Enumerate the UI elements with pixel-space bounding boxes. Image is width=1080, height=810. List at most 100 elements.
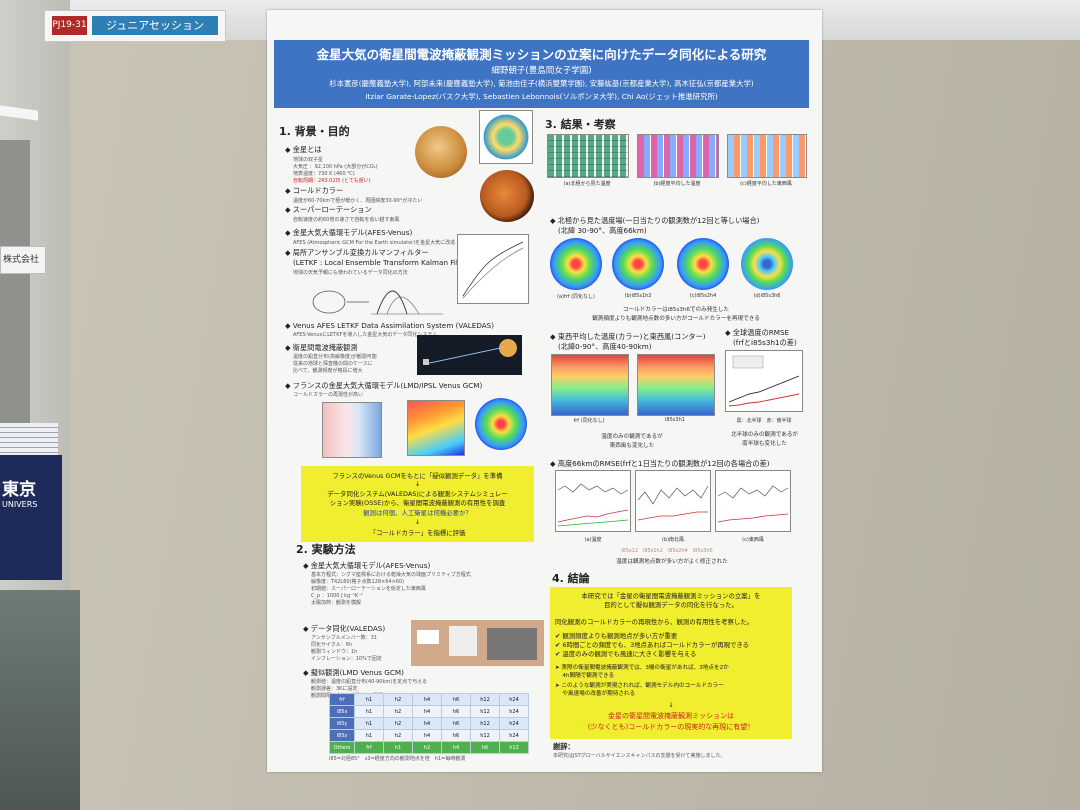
purpose-arrow-2: ↓: [414, 518, 421, 526]
s1-venus-sub-3: 地表温度：730 K (460 ℃): [293, 171, 355, 177]
s2-valedas-sub-2: 同化サイクル：6h: [311, 642, 353, 648]
table-cell: h12: [470, 717, 500, 730]
caption-top-b: (b)経度平均した温度: [653, 181, 701, 187]
s2-valedas-sub-1: アンサンブルメンバー数：31: [311, 635, 378, 641]
table-cell: h2: [383, 705, 413, 718]
s3-polar-range: (北緯 30-90°、高度66km): [558, 226, 647, 235]
section-4-heading: 4. 結論: [552, 572, 590, 585]
s3-finding-1: コールドカラーはi85s3h6でのみ発生した: [622, 307, 730, 313]
s3-rmse-finding-2: 南半球も変化した: [742, 441, 787, 447]
table-cell: h6: [470, 741, 500, 754]
s1-cold-collar-sub: 温度が60-70kmで極が暖かく、周囲緯度30-90°が冷たい: [293, 198, 423, 204]
s1-venus-sub-4: 自転周期：243.02日 (とても遅い): [293, 178, 371, 184]
stacked-books: [0, 423, 58, 459]
table-banner-sub: UNIVERS: [2, 500, 38, 509]
rmse-legend: 黒：北半球 赤：南半球: [736, 418, 792, 424]
s3-rmse-range: (frfとi85s3h1の差): [733, 338, 797, 347]
s1-lmd-sub: コールドカラーの再現性が高い: [293, 392, 364, 398]
table-cell: h4: [412, 693, 442, 706]
concl-arrow-1b: 4h間隔で観測できる: [555, 673, 615, 679]
s1-bullet-lmd-gcm: ◆ フランスの金星大気大循環モデル(LMD/IPSL Venus GCM): [285, 381, 483, 390]
poster-header: 金星大気の衛星間電波掩蔽観測ミッションの立案に向けたデータ同化による研究 細野朝…: [274, 40, 809, 108]
table-cell: h4: [412, 729, 442, 742]
zonal-section-i85s3h1: [637, 354, 715, 416]
rmse66-legend: i85s12 i85s1h2 i85s2h4 i85s3h6: [621, 548, 713, 554]
table-cell: h2: [383, 717, 413, 730]
table-cell: i85s: [329, 705, 355, 718]
rmse-line-plot: [725, 350, 803, 412]
table-cell: h6: [441, 717, 471, 730]
s2-afes-sub-1: 基本方程式：シグマ座標系における乾燥大気の球面プリミティブ方程式: [311, 572, 471, 578]
table-cell: h12: [499, 741, 529, 754]
venus-infrared-photo: [480, 170, 534, 222]
s3-bullet-rmse: ◆ 全球温度のRMSE: [725, 328, 790, 337]
table-cell: h1: [354, 717, 384, 730]
lmd-temperature-section: [322, 402, 382, 458]
table-row: i85y h1 h2 h4 h6 h12 h24: [329, 717, 529, 730]
s3-zonal-finding-1: 温度のみの観測であるが: [601, 434, 663, 440]
table-cell: h2: [412, 741, 442, 754]
polar-map-i85s2h4: [677, 238, 729, 290]
poster: 金星大気の衛星間電波掩蔽観測ミッションの立案に向けたデータ同化による研究 細野朝…: [267, 10, 822, 772]
caption-mid-c: (c)i85s2h4: [689, 293, 717, 299]
poster-title: 金星大気の衛星間電波掩蔽観測ミッションの立案に向けたデータ同化による研究: [316, 47, 767, 62]
valedas-flow-diagram: [411, 620, 544, 666]
s1-bullet-cold-collar: ◆ コールドカラー: [285, 186, 344, 195]
polar-map-frf: [550, 238, 602, 290]
s1-occultation-sub-3: 比べて、観測頻度が格段に増大: [293, 368, 363, 374]
lmd-wind-section: [407, 400, 465, 456]
section-1-heading: 1. 背景・目的: [279, 125, 350, 138]
s1-bullet-venus: ◆ 金星とは: [285, 145, 322, 154]
s1-bullet-valedas: ◆ Venus AFES LETKF Data Assimilation Sys…: [285, 321, 495, 330]
concl-arrow-1a: ➤ 実際の衛星間電波掩蔽観測では、3機の衛星があれば、3地点を2か: [555, 665, 729, 671]
kalman-filter-diagram: [312, 290, 443, 315]
table-cell: h1: [354, 693, 384, 706]
table-row: i85z h1 h2 h4 h6 h12 h24: [329, 729, 529, 742]
s2-bullet-pseudo-obs: ◆ 擬似観測(LMD Venus GCM): [303, 668, 404, 677]
kalman-scatter-plot: [457, 234, 529, 304]
caption-mid-b: (b)i85s1h2: [624, 293, 652, 299]
s1-letkf-sub: 地球の天気予報にも使われているデータ同化の方法: [293, 270, 408, 276]
thanks-text: 本研究はJSTグローバルサイエンスキャンパスの支援を受けて実施しました。: [553, 753, 726, 759]
lmd-polar-temperature-map: [475, 398, 527, 450]
s3-zonal-finding-2: 東西風も変化した: [609, 443, 655, 449]
session-name: ジュニアセッション: [92, 16, 218, 35]
table-cell: h1: [383, 741, 413, 754]
rmse66-temperature-plot: [555, 470, 631, 532]
table-cell: h1: [354, 729, 384, 742]
table-note: i85=北極85° s3=経度方向の観測地点を倍 h1=毎時観測: [329, 756, 466, 762]
caption-bot-b: (b)南北風: [661, 537, 685, 543]
s3-bullet-rmse66: ◆ 高度66kmのRMSE(frfと1日当たりの観測数が12回の各場合の差): [550, 459, 770, 468]
caption-mid-d: (d)i85s3h6: [753, 293, 781, 299]
s2-afes-sub-2: 解像度：T42L60(格子点数128×64×60): [311, 579, 405, 585]
concl-final-2: (少なくとも)コールドカラーの現実的な再現に有望！: [587, 723, 755, 731]
table-cell: h24: [499, 693, 529, 706]
s1-bullet-afes: ◆ 金星大気大循環モデル(AFES-Venus): [285, 228, 413, 237]
table-cell: h1: [354, 705, 384, 718]
thanks-title: 謝辞：: [553, 742, 575, 751]
occultation-diagram: [417, 335, 522, 375]
s3-bullet-polar: ◆ 北極から見た温度場(一日当たりの観測数が12回と等しい場合): [550, 216, 760, 225]
purpose-line-1: フランスのVenus GCMをもとに「疑似観測データ」を準備: [332, 472, 503, 480]
session-label: PJ19-31 ジュニアセッション: [44, 10, 226, 42]
caption-zonal-frf: frf (同化なし): [573, 418, 605, 424]
table-cell: Others: [329, 741, 355, 754]
concl-line-1: 本研究では「金星の衛星間電波掩蔽観測ミッションの立案」を: [581, 592, 761, 600]
concl-check-2: ✔ 6時間ごとの頻度でも、3地点あればコールドカラーが再現できる: [555, 641, 750, 649]
author-line-2: 杉本憲彦(慶應義塾大学), 阿部未来(慶應義塾大学), 菊池由佳子(横浜雙葉学園…: [329, 79, 754, 88]
concl-line-2: 目的として擬似観測データの同化を行なった。: [603, 601, 738, 609]
table-cell: h2: [383, 729, 413, 742]
caption-top-c: (c)経度平均した東西風: [740, 181, 792, 187]
purpose-line-2: データ同化システム(VALEDAS)による観測システムシミュレー: [327, 490, 508, 498]
s1-purpose-box: フランスのVenus GCMをもとに「疑似観測データ」を準備 ↓ データ同化シス…: [301, 466, 534, 542]
venus-atmosphere-figure: [479, 110, 533, 164]
section-3-heading: 3. 結果・考察: [545, 118, 616, 131]
s2-afes-sub-5: 太陽加熱：観測を模擬: [311, 600, 362, 606]
s3-final-finding: 温度は観測地点数が多い方がよく修正された: [616, 559, 728, 565]
s1-occultation-sub-2: 従来の地球と探査機の間のケースに: [293, 361, 373, 367]
result-fig-zonal-temp-grid: [637, 134, 719, 178]
s2-afes-sub-4: C_p ：1000 J kg⁻¹K⁻¹: [311, 593, 363, 599]
table-cell: h12: [470, 693, 500, 706]
session-code: PJ19-31: [52, 16, 87, 35]
zonal-section-frf: [551, 354, 629, 416]
